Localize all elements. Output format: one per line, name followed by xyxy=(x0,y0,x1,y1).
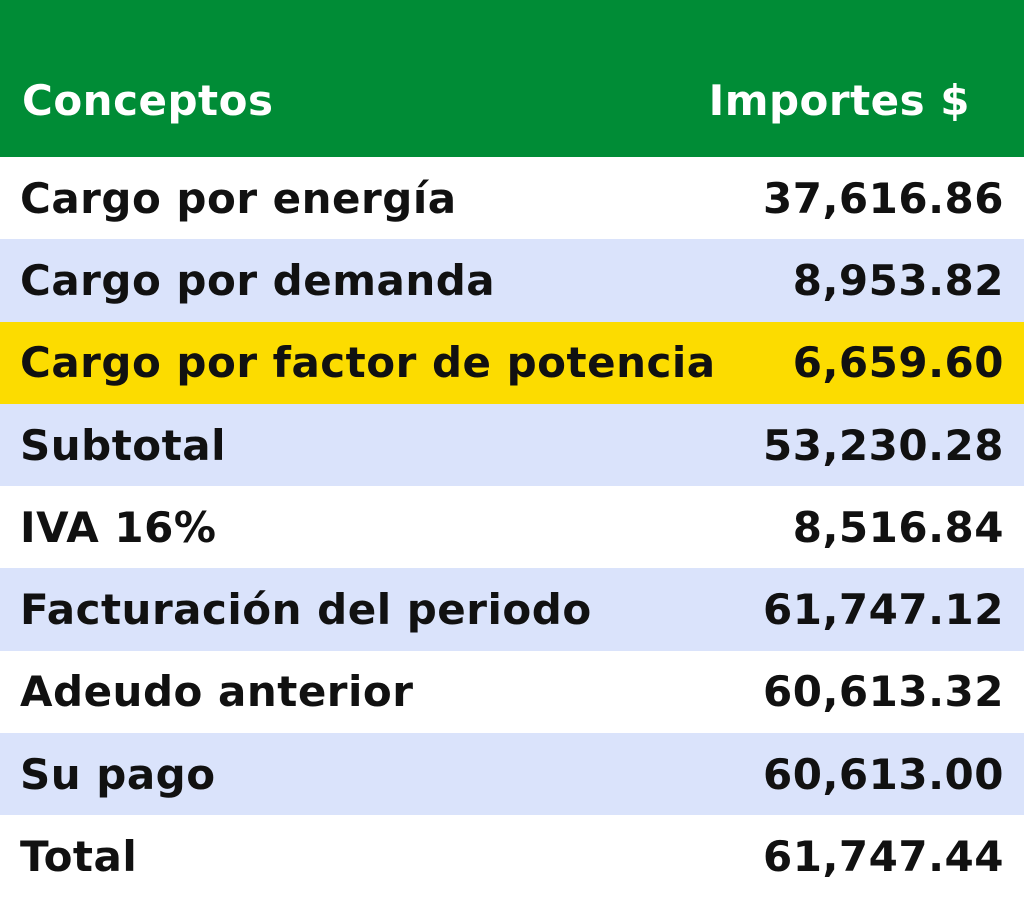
row-concept: Cargo por demanda xyxy=(20,255,496,305)
row-amount: 61,747.44 xyxy=(763,832,1004,882)
row-su-pago: Su pago 60,613.00 xyxy=(0,733,1024,816)
row-concept: Cargo por energía xyxy=(20,173,457,223)
row-concept: Facturación del periodo xyxy=(20,585,592,635)
header-concepts: Conceptos xyxy=(22,76,274,125)
row-amount: 6,659.60 xyxy=(792,338,1004,388)
header-amounts: Importes $ xyxy=(708,76,970,125)
row-cargo-demanda: Cargo por demanda 8,953.82 xyxy=(0,239,1024,322)
row-iva: IVA 16% 8,516.84 xyxy=(0,486,1024,569)
row-subtotal: Subtotal 53,230.28 xyxy=(0,403,1024,487)
table-header: Conceptos Importes $ xyxy=(0,0,1024,157)
row-adeudo-anterior: Adeudo anterior 60,613.32 xyxy=(0,650,1024,734)
row-amount: 61,747.12 xyxy=(763,585,1004,635)
row-concept: Total xyxy=(20,832,138,882)
row-concept: Cargo por factor de potencia xyxy=(20,338,716,388)
row-facturacion-periodo: Facturación del periodo 61,747.12 xyxy=(0,568,1024,651)
row-factor-potencia-highlighted: Cargo por factor de potencia 6,659.60 xyxy=(0,321,1024,404)
row-concept: Su pago xyxy=(20,749,216,799)
row-amount: 8,953.82 xyxy=(792,255,1004,305)
row-amount: 37,616.86 xyxy=(763,173,1004,223)
row-amount: 53,230.28 xyxy=(763,420,1004,470)
row-amount: 8,516.84 xyxy=(792,502,1004,552)
row-amount: 60,613.32 xyxy=(763,667,1004,717)
row-cargo-energia: Cargo por energía 37,616.86 xyxy=(0,157,1024,240)
row-amount: 60,613.00 xyxy=(763,749,1004,799)
row-total: Total 61,747.44 xyxy=(0,815,1024,898)
row-concept: Subtotal xyxy=(20,420,226,470)
row-concept: IVA 16% xyxy=(20,502,217,552)
row-concept: Adeudo anterior xyxy=(20,667,414,717)
